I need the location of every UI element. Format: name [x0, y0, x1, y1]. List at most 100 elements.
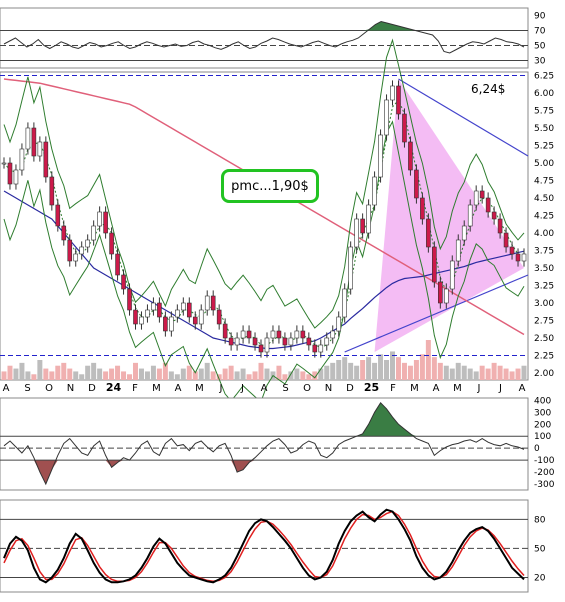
volume-bar: [174, 374, 180, 380]
volume-bar: [318, 368, 324, 380]
candle-body: [67, 239, 73, 262]
month-label: 24: [106, 381, 122, 394]
candle-body: [306, 337, 312, 346]
ma-long-line: [3, 190, 525, 350]
lower-trend-line: [344, 274, 529, 353]
volume-bar: [306, 374, 312, 380]
month-label: A: [3, 383, 10, 394]
candle-body: [109, 232, 114, 255]
volume-bar: [413, 360, 419, 380]
candle-body: [443, 288, 449, 304]
price-tick-label: 3.75: [534, 247, 554, 257]
rsi-line: [3, 20, 525, 54]
volume-bar: [401, 362, 407, 380]
cci-oversold-fill: [4, 460, 524, 484]
upper-trend-line: [398, 78, 529, 157]
volume-bar: [67, 368, 73, 380]
volume-bar: [437, 362, 443, 380]
month-label: J: [477, 383, 481, 394]
pmc-annotation-box: pmc...1,90$: [221, 169, 319, 203]
volume-bar: [455, 362, 461, 380]
month-label: J: [219, 383, 223, 394]
volume-bar: [156, 368, 162, 380]
candle-body: [186, 302, 192, 318]
candle-body: [210, 295, 216, 311]
candle-body: [348, 246, 353, 290]
candle-body: [169, 316, 174, 332]
candle-body: [139, 316, 144, 325]
cci-tick-label: -300: [534, 480, 555, 490]
volume-bar: [390, 351, 396, 380]
price-tick-label: 5.00: [534, 159, 554, 169]
volume-bar: [443, 365, 449, 380]
month-label: M: [410, 383, 419, 394]
volume-bar: [97, 368, 103, 380]
volume-bar: [515, 368, 521, 380]
volume-bar: [300, 371, 306, 380]
volume-bar: [73, 371, 79, 380]
short-ma-line: [3, 99, 525, 348]
month-label: F: [390, 383, 396, 394]
volume-bar: [282, 374, 288, 380]
candle-body: [312, 344, 318, 353]
candle-body: [79, 246, 85, 255]
volume-bar: [186, 365, 192, 380]
volume-bar: [1, 371, 7, 380]
volume-bar: [198, 368, 204, 380]
candle-body: [294, 330, 300, 339]
candle-body: [467, 204, 473, 227]
volume-bar: [61, 362, 67, 380]
volume-bar: [103, 371, 109, 380]
candle-body: [318, 344, 324, 353]
bollinger-lower-line: [3, 120, 525, 403]
volume-bar: [491, 362, 497, 380]
candle-body: [240, 330, 246, 339]
month-label: S: [282, 383, 288, 394]
candle-body: [222, 323, 228, 339]
volume-bar: [216, 374, 222, 380]
volume-bar: [121, 371, 127, 380]
candle-body: [282, 337, 288, 346]
candle-body: [115, 253, 120, 276]
month-label: S: [24, 383, 30, 394]
rsi-tick-label: 70: [534, 27, 546, 37]
volume-bar: [162, 362, 168, 380]
cci-tick-label: 100: [534, 432, 551, 442]
candle-body: [25, 127, 31, 150]
volume-bar: [85, 365, 91, 380]
rsi-tick-label: 30: [534, 57, 546, 67]
stochastic-d-line: [3, 510, 525, 583]
volume-bar: [37, 360, 43, 380]
month-label: O: [303, 383, 311, 394]
month-label: O: [45, 383, 53, 394]
volume-bar: [342, 357, 348, 380]
price-tick-label: 2.50: [534, 334, 554, 344]
candle-body: [372, 176, 377, 206]
volume-bar: [25, 371, 31, 380]
volume-bar: [150, 365, 156, 380]
candle-body: [473, 190, 479, 206]
rsi-tick-label: 90: [534, 12, 546, 22]
volume-bar: [449, 368, 455, 380]
candle-body: [384, 99, 389, 136]
volume-bar: [467, 368, 473, 380]
price-tick-label: 2.75: [534, 317, 554, 327]
price-tick-label: 6.25: [534, 72, 554, 82]
candle-body: [414, 169, 419, 199]
candle-body: [133, 309, 138, 325]
stochastic-k-line: [3, 508, 525, 584]
candle-body: [1, 162, 7, 165]
volume-bar: [395, 357, 401, 380]
volume-bar: [509, 371, 515, 380]
candle-body: [49, 176, 55, 206]
candle-body: [127, 288, 132, 311]
candle-body: [73, 253, 79, 262]
volume-bar: [354, 365, 360, 380]
volume-bar: [312, 371, 318, 380]
volume-bar: [503, 368, 509, 380]
cci-overbought-fill: [4, 402, 524, 437]
price-tick-label: 2.25: [534, 352, 554, 362]
volume-bar: [19, 362, 25, 380]
